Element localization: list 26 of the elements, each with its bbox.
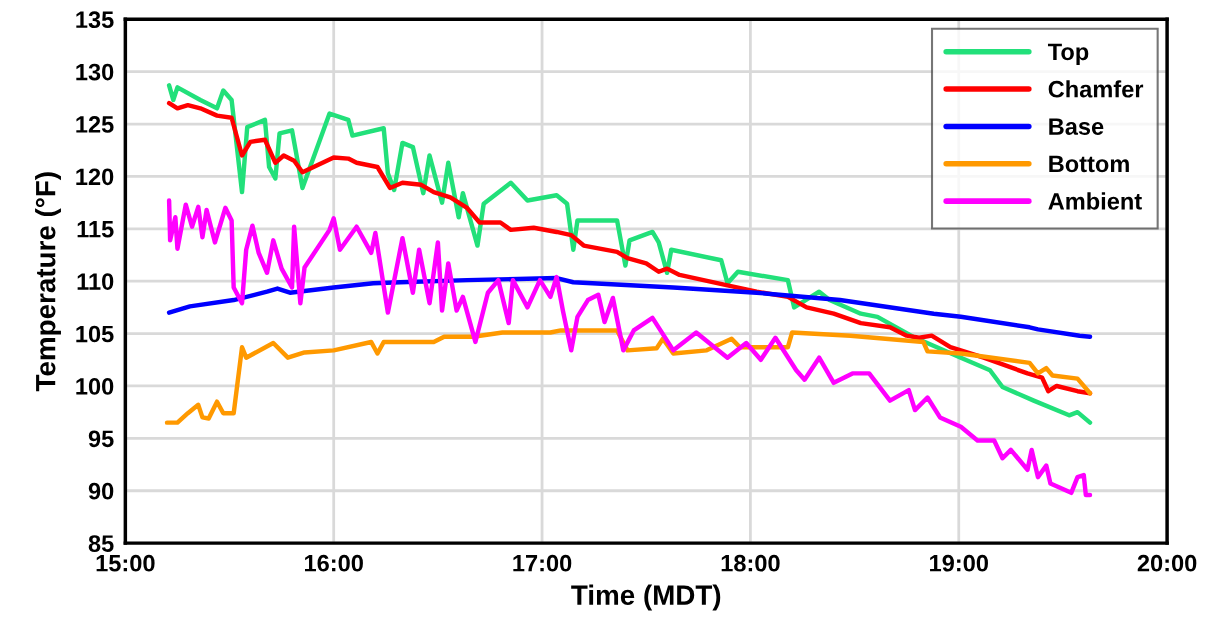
x-tick-label: 16:00 — [305, 554, 363, 572]
y-tick-label: 110 — [77, 273, 114, 290]
legend-label: Ambient — [1048, 192, 1142, 210]
x-tick-label: 19:00 — [930, 554, 988, 572]
x-tick-label: 18:00 — [721, 554, 780, 572]
legend-label: Chamfer — [1048, 80, 1144, 98]
legend-label: Top — [1047, 43, 1089, 65]
x-axis-title: Time (MDT) — [571, 584, 721, 611]
y-tick-label: 120 — [76, 168, 114, 186]
y-tick-label: 100 — [76, 378, 114, 395]
x-tick-label: 20:00 — [1137, 554, 1197, 572]
x-tick-label: 15:00 — [96, 554, 155, 572]
line-series — [164, 328, 1093, 425]
y-tick-label: 95 — [88, 430, 114, 448]
y-tick-label: 105 — [76, 325, 114, 343]
x-tick-label: 17:00 — [513, 554, 572, 572]
y-axis-title: Temperature (°F) — [35, 172, 61, 392]
legend-label: Base — [1049, 118, 1104, 135]
line-series — [166, 275, 1093, 339]
y-tick-label: 135 — [76, 11, 114, 29]
y-tick-label: 125 — [76, 116, 114, 133]
y-tick-label: 90 — [88, 482, 114, 500]
legend-label: Bottom — [1049, 155, 1129, 173]
y-tick-label: 85 — [88, 535, 114, 552]
y-tick-label: 130 — [76, 63, 114, 81]
y-tick-label: 115 — [77, 221, 114, 238]
